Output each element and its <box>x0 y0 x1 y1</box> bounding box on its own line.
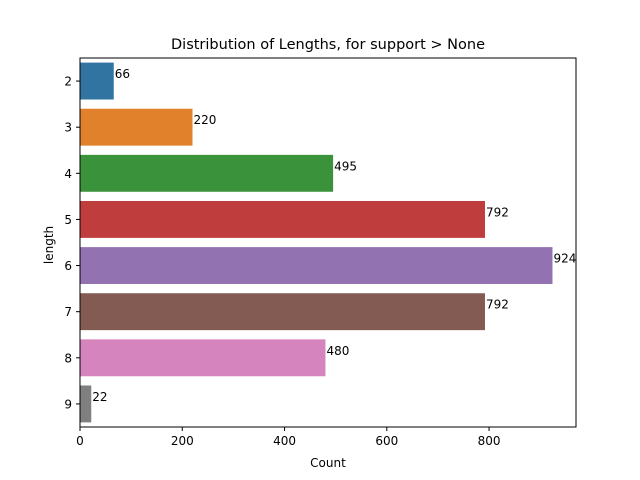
bar-length-5 <box>80 200 485 238</box>
y-tick-label: 9 <box>64 397 72 411</box>
chart-title: Distribution of Lengths, for support > N… <box>171 37 485 53</box>
x-axis-label: Count <box>310 456 346 470</box>
data-label: 792 <box>486 298 509 312</box>
data-label: 22 <box>92 390 107 404</box>
bars-group <box>80 62 553 423</box>
y-tick-label: 8 <box>64 351 72 365</box>
y-axis-label: length <box>42 226 56 264</box>
y-tick-label: 2 <box>64 75 72 89</box>
data-label: 66 <box>115 67 130 81</box>
data-label: 792 <box>486 205 509 219</box>
bar-length-9 <box>80 385 92 423</box>
data-label: 220 <box>193 113 216 127</box>
bar-length-2 <box>80 62 114 100</box>
bar-length-3 <box>80 108 193 146</box>
x-tick-label: 600 <box>375 434 398 448</box>
x-tick-label: 800 <box>478 434 501 448</box>
data-label: 480 <box>326 344 349 358</box>
x-ticks: 0 200 400 600 800 <box>76 427 501 448</box>
y-tick-label: 5 <box>64 213 72 227</box>
data-label: 495 <box>334 159 357 173</box>
y-tick-label: 3 <box>64 121 72 135</box>
y-tick-label: 7 <box>64 305 72 319</box>
data-label: 924 <box>553 252 576 266</box>
bar-length-7 <box>80 293 485 331</box>
plot-frame <box>79 57 577 428</box>
y-tick-label: 6 <box>64 259 72 273</box>
x-tick-label: 400 <box>273 434 296 448</box>
bar-length-8 <box>80 339 326 377</box>
x-tick-label: 200 <box>171 434 194 448</box>
y-tick-label: 4 <box>64 167 72 181</box>
x-tick-label: 0 <box>76 434 84 448</box>
bar-length-6 <box>80 247 553 285</box>
data-labels: 66 220 495 792 924 792 480 22 <box>92 67 576 404</box>
y-tick-labels: 2 3 4 5 6 7 8 9 <box>64 75 80 411</box>
bar-length-4 <box>80 154 334 192</box>
